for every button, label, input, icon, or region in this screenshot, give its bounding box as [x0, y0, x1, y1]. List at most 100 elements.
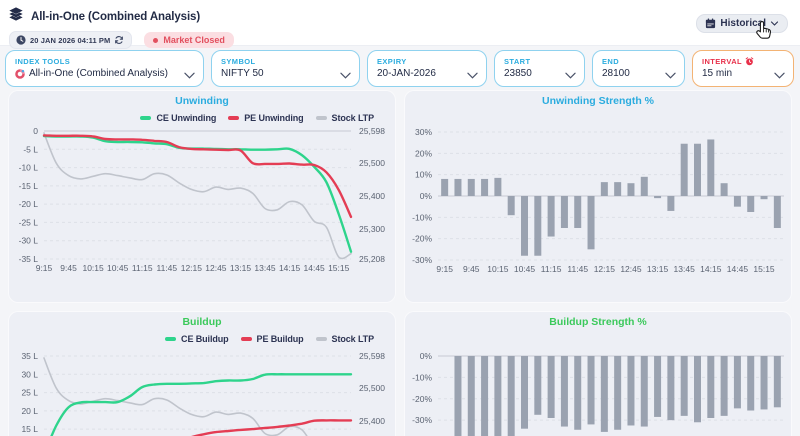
- svg-text:10:45: 10:45: [514, 264, 536, 274]
- chevron-down-icon: [770, 19, 779, 28]
- filter-expiry[interactable]: EXPIRY 20-JAN-2026: [367, 50, 487, 87]
- historical-dropdown[interactable]: Historical: [696, 14, 788, 33]
- filter-index-tools-value: All-in-One (Combined Analysis): [15, 68, 194, 79]
- filter-index-tools[interactable]: INDEX TOOLS All-in-One (Combined Analysi…: [5, 50, 204, 87]
- market-status-text: Market Closed: [163, 35, 225, 45]
- svg-text:0%: 0%: [420, 191, 433, 201]
- filter-start-label: START: [504, 57, 531, 66]
- svg-text:20 L: 20 L: [21, 406, 38, 416]
- svg-text:11:45: 11:45: [567, 264, 588, 274]
- legend-item-pe-unwinding[interactable]: PE Unwinding: [228, 113, 304, 123]
- svg-text:0%: 0%: [420, 351, 433, 361]
- chart-card-buildup-strength: Buildup Strength % 0%-10%-20%-30%-40%-50…: [404, 311, 792, 436]
- svg-text:-35 L: -35 L: [19, 254, 39, 264]
- filter-symbol[interactable]: SYMBOL NIFTY 50: [211, 50, 360, 87]
- alarm-clock-icon: [745, 57, 754, 66]
- legend-marker-green: [140, 116, 152, 120]
- svg-text:12:15: 12:15: [594, 264, 616, 274]
- filter-start[interactable]: START 23850: [494, 50, 585, 87]
- svg-text:25,500: 25,500: [359, 158, 385, 168]
- legend-label: CE Unwinding: [156, 113, 217, 123]
- svg-text:25,400: 25,400: [359, 191, 385, 201]
- filter-expiry-label: EXPIRY: [377, 57, 407, 66]
- svg-text:10:15: 10:15: [487, 264, 509, 274]
- legend-label: CE Buildup: [181, 334, 229, 344]
- svg-text:11:15: 11:15: [541, 264, 562, 274]
- legend-item-pe-buildup[interactable]: PE Buildup: [240, 334, 304, 344]
- svg-text:25,400: 25,400: [359, 416, 385, 426]
- svg-text:14:45: 14:45: [304, 263, 326, 273]
- legend-marker-gray: [315, 116, 327, 120]
- legend-item-stock-ltp[interactable]: Stock LTP: [315, 334, 374, 344]
- svg-text:25,208: 25,208: [359, 254, 385, 264]
- timestamp-text: 20 JAN 2026 04:11 PM: [30, 35, 111, 45]
- svg-text:9:45: 9:45: [463, 264, 480, 274]
- chevron-down-icon: [565, 66, 576, 84]
- unwinding-chart[interactable]: 0 -5 L -10 L -15 L -20 L -25 L -30 L -35 L 25,59…: [8, 90, 396, 303]
- legend-item-ce-buildup[interactable]: CE Buildup: [165, 334, 229, 344]
- svg-text:-20%: -20%: [412, 234, 432, 244]
- buildup-chart[interactable]: 35 L30 L25 L20 L15 L10 L5 L025,59825,500…: [8, 311, 396, 436]
- legend-unwinding: CE Unwinding PE Unwinding Stock LTP: [140, 113, 374, 123]
- legend-item-ce-unwinding[interactable]: CE Unwinding: [140, 113, 216, 123]
- page-title: All-in-One (Combined Analysis): [31, 10, 201, 23]
- legend-marker-red: [228, 116, 240, 120]
- status-dot-icon: [153, 37, 159, 43]
- calendar-icon: [705, 18, 716, 29]
- svg-text:25,300: 25,300: [359, 224, 385, 234]
- svg-text:15 L: 15 L: [21, 424, 38, 434]
- filter-expiry-value: 20-JAN-2026: [377, 68, 436, 79]
- svg-text:-25 L: -25 L: [19, 217, 39, 227]
- filter-end[interactable]: END 28100: [592, 50, 685, 87]
- svg-text:-30%: -30%: [412, 415, 432, 425]
- buildup-strength-chart[interactable]: 0%-10%-20%-30%-40%-50%9:159:4510:1510:45…: [404, 311, 792, 436]
- svg-text:13:45: 13:45: [674, 264, 696, 274]
- filter-index-tools-value-text: All-in-One (Combined Analysis): [29, 68, 168, 79]
- filter-interval-label: INTERVAL: [702, 57, 784, 66]
- filter-start-value: 23850: [504, 68, 532, 79]
- filter-interval[interactable]: INTERVAL 15 min: [692, 50, 794, 87]
- svg-text:13:45: 13:45: [254, 263, 276, 273]
- chevron-down-icon: [467, 66, 478, 84]
- svg-text:13:15: 13:15: [230, 263, 252, 273]
- chart-title-buildup-strength: Buildup Strength %: [549, 316, 647, 328]
- market-status-badge: Market Closed: [144, 32, 234, 48]
- filter-index-tools-label: INDEX TOOLS: [15, 57, 71, 66]
- chevron-down-icon: [340, 66, 351, 84]
- chart-title-unwinding: Unwinding: [175, 95, 229, 107]
- svg-text:-30 L: -30 L: [19, 236, 39, 246]
- svg-text:14:15: 14:15: [700, 264, 722, 274]
- historical-label: Historical: [720, 18, 766, 29]
- svg-text:-30%: -30%: [412, 255, 432, 265]
- unwinding-strength-chart[interactable]: 30% 20% 10% 0% -10% -20% -30% 9:15 9:45 10:15 10:4…: [404, 90, 792, 303]
- svg-text:25 L: 25 L: [21, 388, 38, 398]
- svg-text:30 L: 30 L: [21, 369, 38, 379]
- svg-text:30%: 30%: [415, 127, 432, 137]
- svg-text:9:45: 9:45: [60, 263, 77, 273]
- svg-text:11:15: 11:15: [132, 263, 153, 273]
- svg-text:12:45: 12:45: [620, 264, 642, 274]
- layers-icon: [8, 6, 24, 27]
- svg-text:-15 L: -15 L: [19, 181, 39, 191]
- svg-text:25,598: 25,598: [359, 351, 385, 361]
- filter-interval-value: 15 min: [702, 68, 733, 79]
- filter-end-value: 28100: [602, 68, 630, 79]
- charts-grid: Unwinding CE Unwinding PE Unwinding Stoc…: [0, 89, 800, 436]
- legend-item-stock-ltp[interactable]: Stock LTP: [315, 113, 374, 123]
- chevron-down-icon: [665, 66, 676, 84]
- filter-symbol-value: NIFTY 50: [221, 68, 264, 79]
- svg-text:0: 0: [33, 126, 38, 136]
- svg-text:15:15: 15:15: [753, 264, 775, 274]
- svg-text:-10%: -10%: [412, 372, 432, 382]
- svg-text:25,500: 25,500: [359, 383, 385, 393]
- legend-marker-green: [165, 337, 177, 341]
- filter-interval-label-text: INTERVAL: [702, 57, 743, 66]
- refresh-icon[interactable]: [114, 35, 124, 45]
- svg-text:11:45: 11:45: [156, 263, 177, 273]
- legend-buildup: CE Buildup PE Buildup Stock LTP: [165, 334, 374, 344]
- svg-text:-20 L: -20 L: [19, 199, 39, 209]
- svg-text:15:15: 15:15: [328, 263, 350, 273]
- svg-text:25,598: 25,598: [359, 126, 385, 136]
- chart-title-unwinding-strength: Unwinding Strength %: [542, 95, 654, 107]
- filter-end-label: END: [602, 57, 620, 66]
